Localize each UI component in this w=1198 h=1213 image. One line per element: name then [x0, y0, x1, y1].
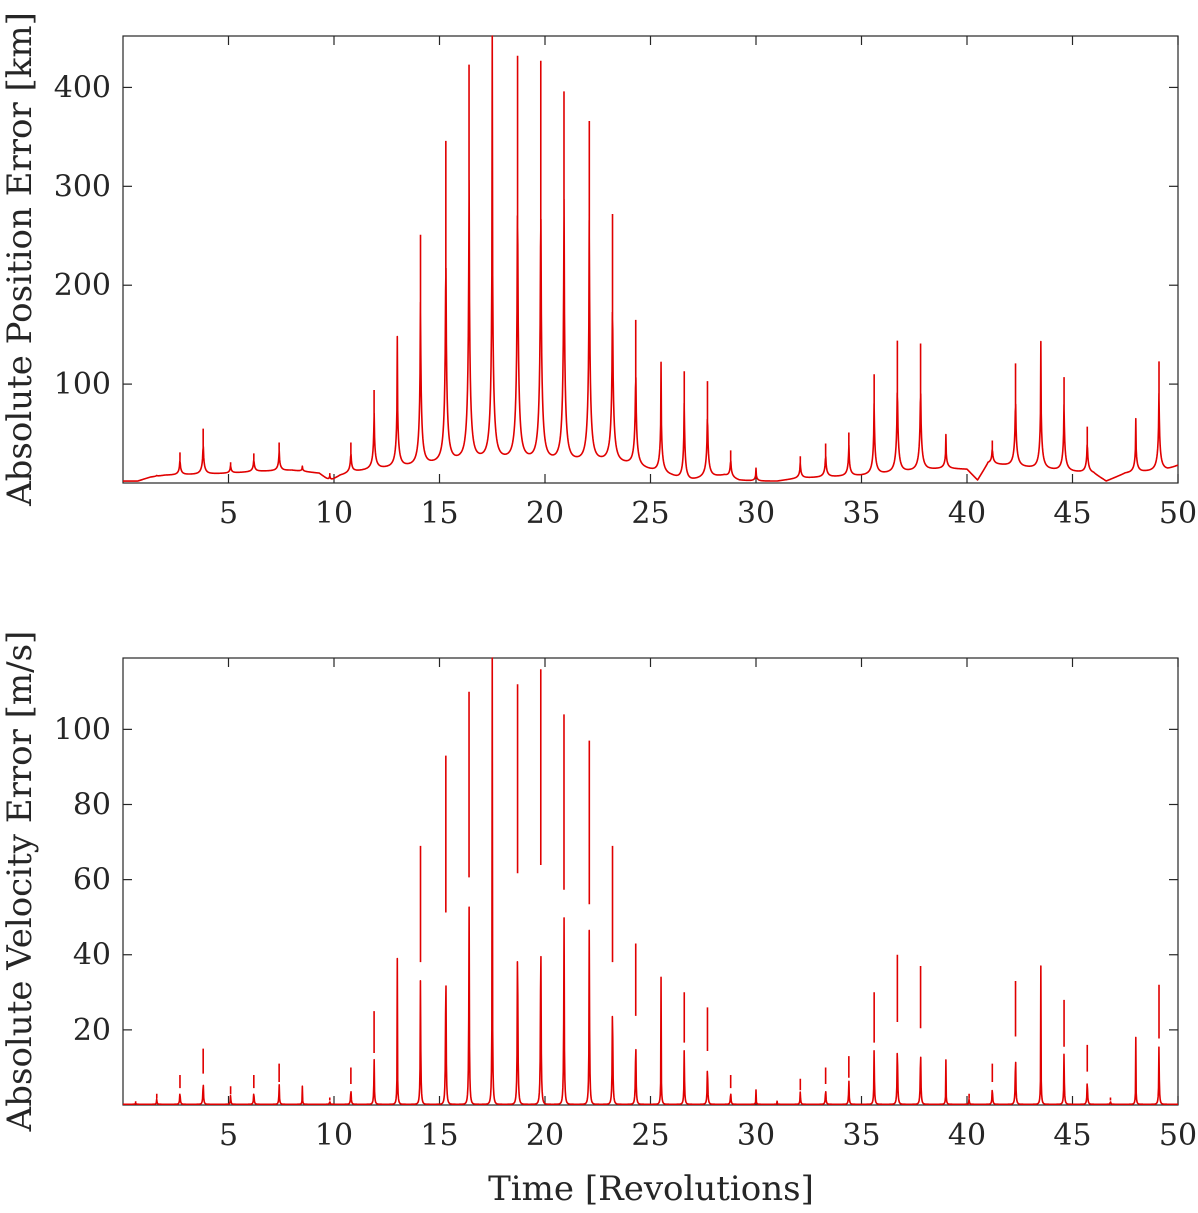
x-tick-label: 10: [315, 1118, 353, 1153]
velocity-error-series-line: [122, 657, 1179, 1106]
x-tick-label: 35: [842, 496, 880, 531]
velocity-axis-ticks: [123, 658, 1179, 1105]
y-tick-label: 80: [73, 787, 111, 822]
x-tick-label: 15: [420, 496, 458, 531]
y-tick-label: 100: [54, 367, 111, 402]
position-error-series-line: [122, 35, 1179, 482]
x-tick-label: 40: [948, 1118, 986, 1153]
y-tick-label: 40: [73, 938, 111, 973]
x-tick-label: 50: [1159, 496, 1197, 531]
x-tick-label: 30: [737, 1118, 775, 1153]
x-tick-label: 30: [737, 496, 775, 531]
x-tick-label: 15: [420, 1118, 458, 1153]
x-tick-label: 5: [219, 1118, 238, 1153]
x-tick-label: 20: [526, 1118, 564, 1153]
x-tick-label: 20: [526, 496, 564, 531]
y-tick-label: 100: [54, 712, 111, 747]
time-x-axis-label: Time [Revolutions]: [488, 1169, 814, 1209]
y-tick-label: 300: [54, 169, 111, 204]
x-tick-label: 50: [1159, 1118, 1197, 1153]
y-tick-label: 60: [73, 863, 111, 898]
x-tick-label: 35: [842, 1118, 880, 1153]
y-tick-label: 200: [54, 268, 111, 303]
x-tick-label: 5: [219, 496, 238, 531]
velocity-y-axis-label: Absolute Velocity Error [m/s]: [0, 631, 40, 1133]
velocity-error-panel: 5 10 15 20 25 30 35 40 45 50 20 40 60 80 100 Absolute…: [0, 631, 1197, 1209]
x-tick-label: 25: [631, 1118, 669, 1153]
position-error-panel: 5 10 15 20 25 30 35 40 45 50 100 200 300 400 Absolut…: [0, 12, 1197, 531]
x-tick-label: 45: [1053, 1118, 1091, 1153]
x-tick-label: 40: [948, 496, 986, 531]
position-plot-area: [122, 35, 1179, 484]
position-axis-ticks: [123, 36, 1179, 483]
x-tick-label: 10: [315, 496, 353, 531]
y-tick-label: 20: [73, 1013, 111, 1048]
velocity-y-tick-labels: 20 40 60 80 100: [54, 712, 111, 1048]
velocity-x-tick-labels: 5 10 15 20 25 30 35 40 45 50: [219, 1118, 1197, 1153]
y-tick-label: 400: [54, 70, 111, 105]
x-tick-label: 25: [631, 496, 669, 531]
position-y-tick-labels: 100 200 300 400: [54, 70, 111, 402]
position-y-axis-label: Absolute Position Error [km]: [0, 12, 40, 507]
position-x-tick-labels: 5 10 15 20 25 30 35 40 45 50: [219, 496, 1197, 531]
x-tick-label: 45: [1053, 496, 1091, 531]
velocity-plot-area: [122, 657, 1179, 1106]
